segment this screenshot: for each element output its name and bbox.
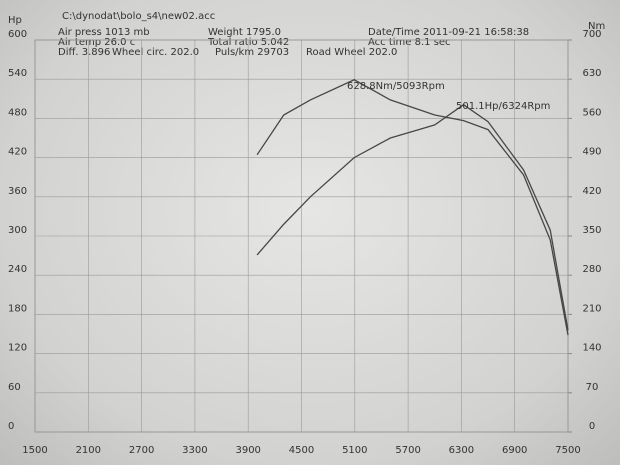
y-tick-label: 0: [8, 421, 14, 432]
y-tick-label: 480: [8, 107, 27, 118]
y2-tick-label: 420: [582, 186, 601, 197]
series-line: [256, 103, 569, 331]
y-tick-label: 600: [8, 29, 27, 40]
x-tick-label: 6900: [502, 445, 527, 456]
info-text: Wheel circ. 202.0: [112, 47, 199, 58]
info-text: Diff. 3.896: [58, 47, 110, 58]
x-tick-label: 3300: [182, 445, 207, 456]
y-tick-label: 360: [8, 186, 27, 197]
y2-tick-label: 280: [582, 264, 601, 275]
y-tick-label: 420: [8, 147, 27, 158]
y2-tick-label: 560: [582, 107, 601, 118]
info-text: Road Wheel 202.0: [306, 47, 397, 58]
x-tick-label: 5700: [395, 445, 420, 456]
annotation: 501.1Hp/6324Rpm: [456, 101, 550, 112]
x-tick-label: 7500: [555, 445, 580, 456]
x-tick-label: 3900: [235, 445, 260, 456]
y2-tick-label: 0: [589, 421, 595, 432]
y2-tick-label: 210: [582, 303, 601, 314]
x-tick-label: 1500: [22, 445, 47, 456]
annotation: 628.8Nm/5093Rpm: [347, 81, 445, 92]
y-tick-label: 120: [8, 343, 27, 354]
y-tick-label: 180: [8, 303, 27, 314]
y-axis-label: Hp: [8, 15, 22, 26]
info-text: Date/Time 2011-09-21 16:58:38: [368, 27, 529, 38]
x-tick-label: 2100: [76, 445, 101, 456]
y2-tick-label: 70: [586, 382, 599, 393]
info-text: Air press 1013 mb: [58, 27, 150, 38]
info-text: Puls/km 29703: [215, 47, 289, 58]
y2-tick-label: 140: [582, 343, 601, 354]
x-tick-label: 5100: [342, 445, 367, 456]
x-tick-label: 2700: [129, 445, 154, 456]
series-line: [256, 79, 569, 336]
x-tick-label: 6300: [449, 445, 474, 456]
y-tick-label: 240: [8, 264, 27, 275]
y2-tick-label: 700: [582, 29, 601, 40]
x-tick-label: 4500: [289, 445, 314, 456]
info-text: Weight 1795.0: [208, 27, 281, 38]
y-tick-label: 300: [8, 225, 27, 236]
y2-tick-label: 490: [582, 147, 601, 158]
y2-tick-label: 630: [582, 68, 601, 79]
info-text: Acc time 8.1 sec: [368, 37, 451, 48]
y-tick-label: 540: [8, 68, 27, 79]
y-tick-label: 60: [8, 382, 21, 393]
info-text: Air temp 26.0 c: [58, 37, 135, 48]
y2-tick-label: 350: [582, 225, 601, 236]
file-path: C:\dynodat\bolo_s4\new02.acc: [62, 11, 215, 22]
y2-axis-label: Nm: [588, 21, 605, 32]
